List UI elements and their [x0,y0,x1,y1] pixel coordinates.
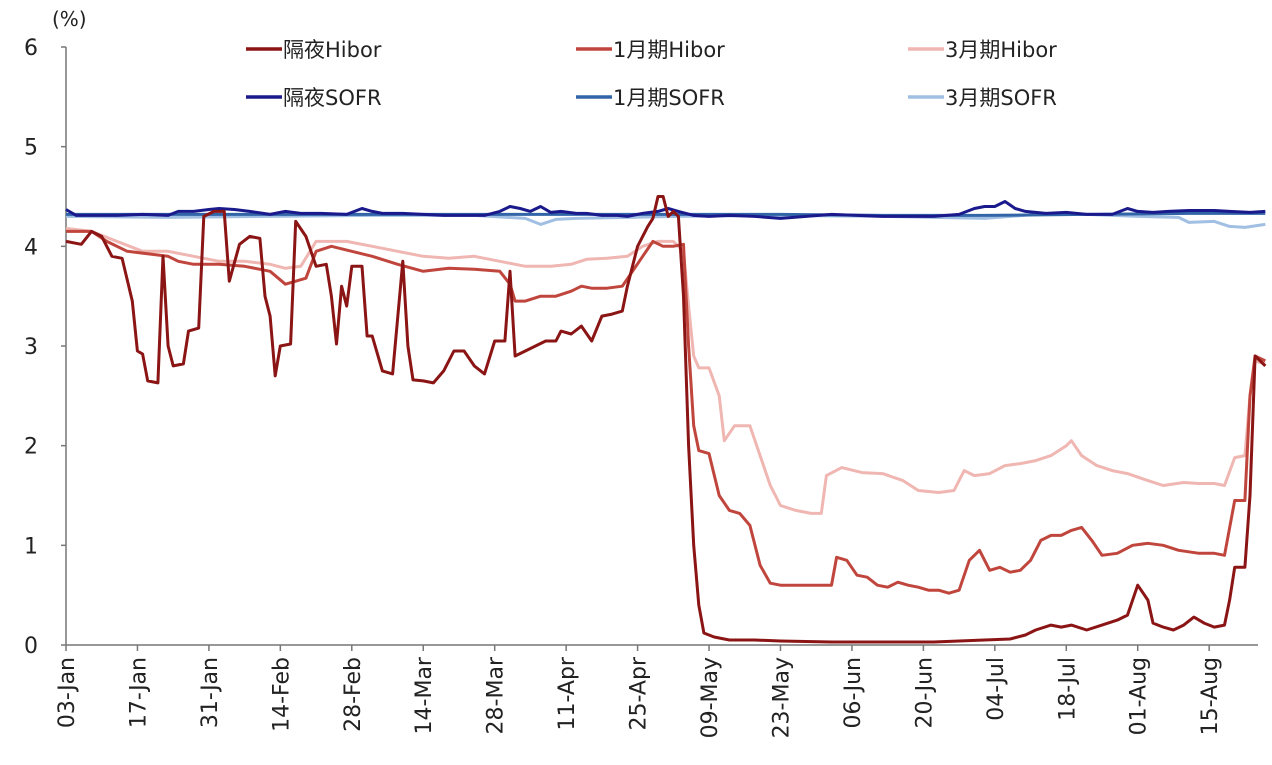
x-tick-label: 06-Jun [841,657,866,729]
x-tick-label: 09-May [698,657,723,738]
y-axis: 0 1 2 3 4 5 6 [24,36,67,659]
legend-label: 隔夜SOFR [283,86,382,110]
legend-label: 1月期SOFR [613,86,725,110]
y-tick-label: 5 [24,136,38,161]
series-line-0 [65,195,1267,644]
y-tick-label: 2 [24,435,38,460]
x-tick-label: 28-Feb [341,657,366,732]
series-line-5 [65,212,1266,229]
series-line-1 [66,229,1266,595]
x-tick-label: 11-Apr [555,656,580,730]
x-axis: 03-Jan 17-Jan 31-Jan 14-Feb 28-Feb 14-Mar 28-M… [55,644,1258,738]
y-tick-label: 1 [24,534,38,559]
legend-label: 隔夜Hibor [283,38,382,62]
x-tick-label: 18-Jul [1055,657,1080,721]
x-tick-label: 17-Jan [126,657,151,728]
x-tick-label: 28-Mar [484,656,509,734]
legend-label: 3月期SOFR [945,86,1057,110]
x-tick-label: 01-Aug [1127,657,1152,735]
x-tick-label: 15-Aug [1198,657,1223,735]
series-line-2 [65,226,1266,515]
y-tick-label: 3 [24,335,38,360]
x-tick-label: 04-Jul [984,657,1009,721]
y-tick-label: 6 [24,36,38,61]
legend-label: 1月期Hibor [613,38,725,62]
x-tick-label: 14-Feb [269,657,294,732]
x-tick-label: 14-Mar [412,656,437,734]
x-tick-label: 03-Jan [55,657,80,728]
x-tick-label: 25-Apr [627,656,652,730]
x-tick-label: 31-Jan [198,657,223,728]
y-tick-label: 0 [24,634,38,659]
y-tick-label: 4 [24,235,38,260]
legend-label: 3月期Hibor [945,38,1057,62]
y-unit-label: (%) [52,7,87,31]
legend: 隔夜Hibor 1月期Hibor 3月期Hibor 隔夜SOFR 1月期SOFR 3月期S… [246,38,1057,110]
x-tick-label: 20-Jun [912,657,937,729]
x-tick-label: 23-May [769,657,794,738]
series-lines [65,195,1267,644]
series-line-3 [65,200,1266,220]
